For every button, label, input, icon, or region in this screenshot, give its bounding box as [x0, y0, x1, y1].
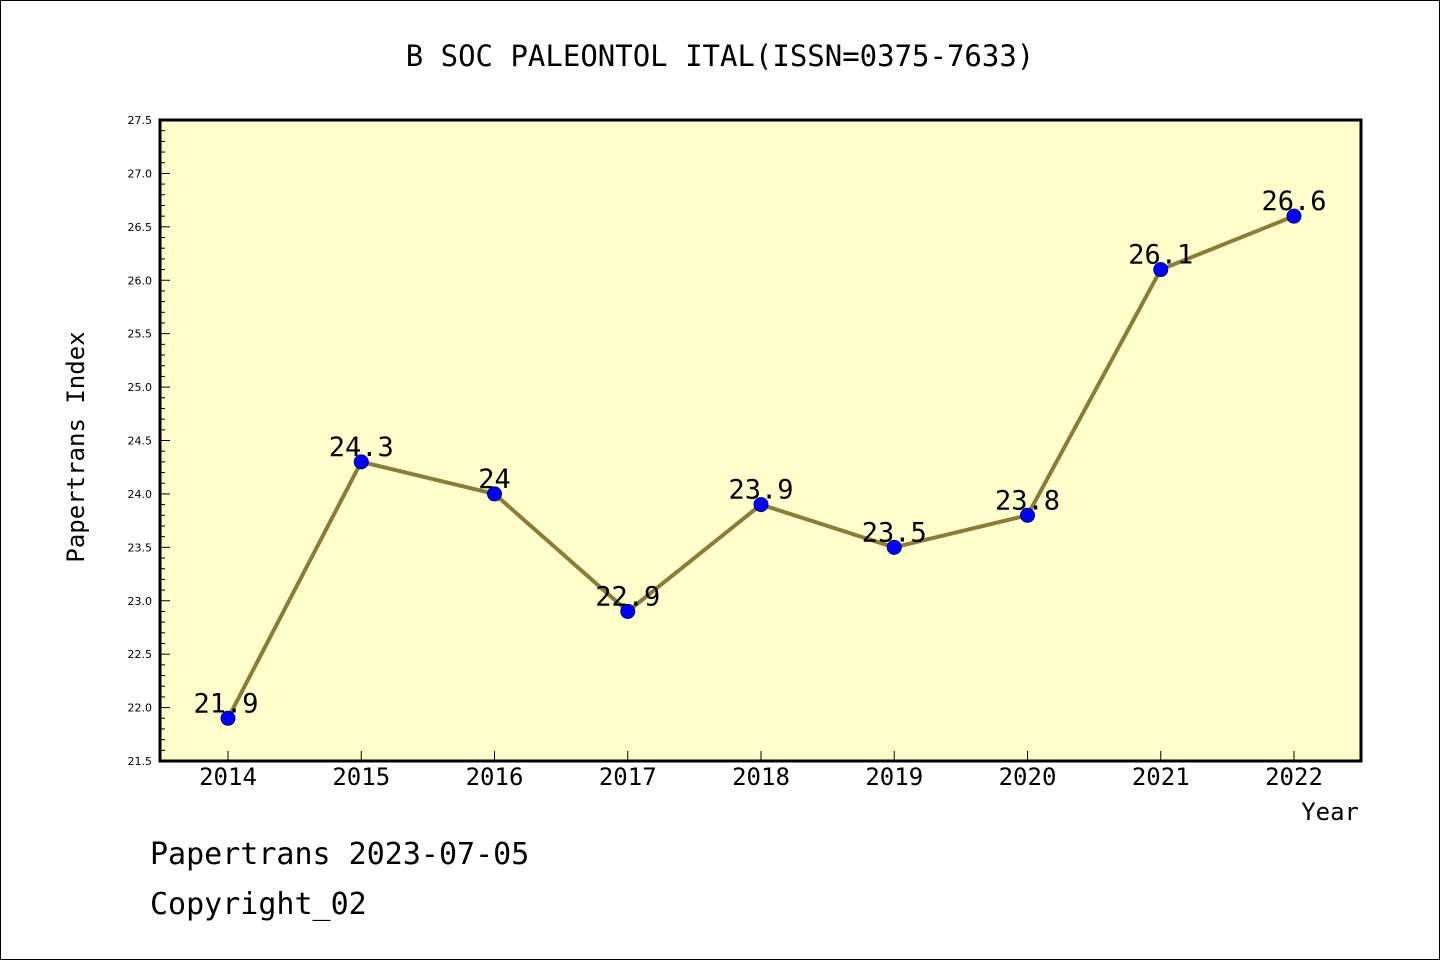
- y-tick-label: 21.5: [128, 755, 153, 768]
- x-tick-label: 2022: [1265, 763, 1323, 791]
- y-axis: 21.5 22.0 22.5 23.0 23.5 24.0 24.5 25.0 25.5 26.0…: [128, 114, 170, 768]
- y-tick-label: 24.0: [128, 488, 153, 501]
- data-label: 26.1: [1128, 240, 1193, 271]
- series-layer: 21.9 24.3 24 22.9 23.9 23.5 23.8 26.1 26.6: [193, 186, 1327, 726]
- data-point: [753, 497, 769, 513]
- data-point: [220, 710, 236, 726]
- data-label: 23.5: [862, 517, 927, 548]
- y-tick-label: 26.5: [128, 221, 153, 234]
- x-tick-label: 2018: [732, 763, 790, 791]
- data-point: [353, 454, 369, 470]
- x-tick-label: 2017: [599, 763, 657, 791]
- y-tick-label: 23.5: [128, 541, 153, 554]
- y-tick-label: 22.0: [128, 702, 153, 715]
- data-point: [1153, 262, 1169, 278]
- y-tick-label: 24.5: [128, 435, 153, 448]
- x-tick-label: 2020: [999, 763, 1057, 791]
- y-tick-label: 26.0: [128, 274, 153, 287]
- chart-title: B SOC PALEONTOL ITAL(ISSN=0375-7633): [406, 39, 1035, 73]
- x-tick-label: 2014: [199, 763, 257, 791]
- data-point: [487, 486, 502, 502]
- x-axis: 2014 2015 2016 2017 2018 2019 2020 2021 2022: [199, 751, 1323, 791]
- y-axis-label: Papertrans Index: [62, 331, 90, 562]
- data-point: [620, 603, 636, 619]
- data-point: [886, 539, 902, 555]
- data-point: [1286, 208, 1302, 224]
- data-label: 24.3: [329, 432, 394, 463]
- data-label: 26.6: [1261, 186, 1326, 217]
- x-tick-label: 2015: [332, 763, 390, 791]
- x-tick-label: 2021: [1132, 763, 1190, 791]
- data-label: 22.9: [595, 581, 660, 612]
- data-label: 21.9: [193, 688, 258, 719]
- x-tick-label: 2019: [865, 763, 923, 791]
- x-tick-label: 2016: [466, 763, 524, 791]
- plot-area: [158, 118, 1363, 763]
- y-tick-label: 23.0: [128, 595, 153, 608]
- data-label: 24: [478, 464, 511, 495]
- data-point: [1020, 507, 1035, 523]
- y-tick-label: 25.0: [128, 381, 153, 394]
- data-label: 23.9: [728, 475, 793, 506]
- y-tick-label: 27.5: [128, 114, 153, 127]
- footer-date-text: Papertrans 2023-07-05: [150, 837, 529, 872]
- y-tick-label: 25.5: [128, 328, 153, 341]
- y-tick-label: 27.0: [128, 167, 153, 180]
- footer-copyright-text: Copyright_02: [150, 887, 367, 922]
- x-axis-label: Year: [1301, 798, 1359, 826]
- y-tick-label: 22.5: [128, 648, 153, 661]
- data-label: 23.8: [995, 485, 1060, 516]
